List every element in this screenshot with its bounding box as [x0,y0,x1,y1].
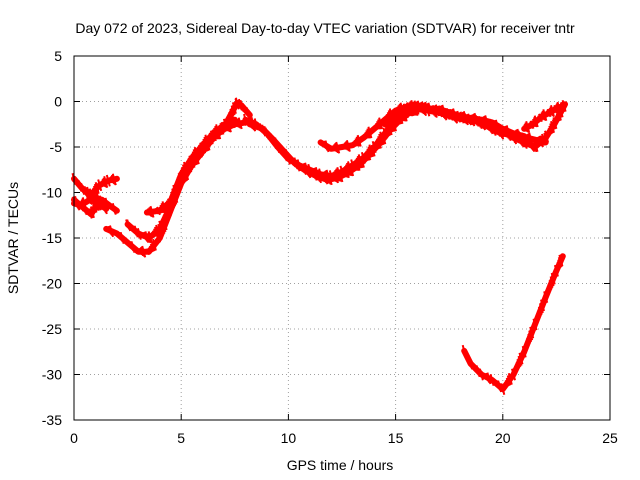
chart-title: Day 072 of 2023, Sidereal Day-to-day VTE… [75,20,575,36]
x-tick-label: 25 [602,430,618,446]
series-texture-arc-7 [144,115,237,218]
series-texture-arc-9 [247,103,425,186]
series-group [71,97,568,396]
y-tick-label: -35 [42,412,62,428]
y-tick-label: -20 [42,276,62,292]
series-texture-arc-15 [461,254,565,396]
y-tick-label: 5 [54,48,62,64]
series-texture-arc-14 [521,101,565,133]
y-tick-label: -5 [50,139,63,155]
x-tick-label: 20 [495,430,511,446]
series-texture-arc-13 [511,99,567,153]
y-tick-label: -25 [42,321,62,337]
x-axis-title: GPS time / hours [287,457,394,473]
x-tick-label: 5 [177,430,185,446]
y-axis-title: SDTVAR / TECUs [5,182,21,294]
y-tick-label: -10 [42,185,62,201]
x-tick-label: 0 [70,430,78,446]
ticks: 0 5 10 15 20 25 5 0 -5 -10 -15 -20 -25 -30 -35 [42,48,618,446]
y-tick-label: -30 [42,367,62,383]
series-texture-arc-4 [82,186,108,215]
x-tick-label: 15 [388,430,404,446]
y-tick-label: 0 [54,94,62,110]
y-tick-label: -15 [42,230,62,246]
x-tick-label: 10 [281,430,297,446]
series-texture-arc-12 [436,104,526,141]
